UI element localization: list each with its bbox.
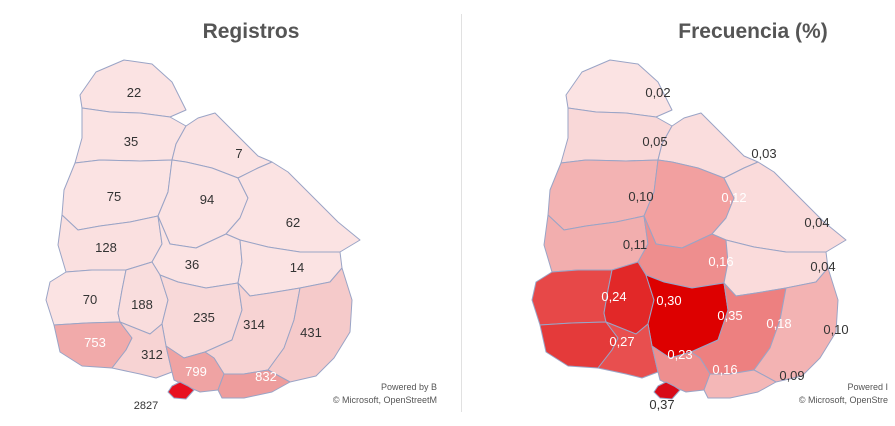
registros-map: 22 35 7 75 94 62 128 36 14 70 188 235 314 431 753 312 79… (45, 59, 437, 412)
region-label-rio-negro: 0,11 (623, 237, 647, 252)
regions-group: 0,02 0,05 0,03 0,10 0,12 0,04 0,11 0,16 0,04 0,24… (531, 59, 849, 412)
region-cerro-largo (225, 161, 361, 253)
region-label-artigas: 0,02 (645, 85, 670, 100)
registros-panel: Registros 22 35 7 75 94 62 128 36 14 70 188 235 314 4… (0, 0, 447, 426)
frecuencia-panel: Frecuencia (%) 0,02 0,05 0,03 0,10 0,12 0,04 0… (448, 0, 895, 426)
attribution-powered-by: Powered by B (381, 382, 437, 392)
attribution-copyright: © Microsoft, OpenStre (799, 395, 888, 405)
region-label-treinta-y-tres: 14 (290, 260, 304, 275)
region-label-salto: 35 (124, 134, 138, 149)
region-label-montevideo: 2827 (134, 400, 158, 412)
region-label-canelones: 0,16 (712, 362, 737, 377)
region-label-lavalleja: 0,18 (766, 316, 791, 331)
region-label-tacuarembo: 0,12 (721, 190, 746, 205)
region-maldonado (703, 369, 777, 399)
region-label-soriano: 70 (83, 292, 97, 307)
region-cerro-largo (711, 161, 847, 253)
registros-title: Registros (202, 20, 300, 43)
region-label-soriano: 0,24 (601, 289, 626, 304)
region-label-salto: 0,05 (642, 134, 667, 149)
region-label-rocha: 0,10 (823, 322, 848, 337)
region-label-cerro-largo: 62 (286, 215, 300, 230)
region-label-durazno: 0,16 (708, 254, 733, 269)
region-label-canelones: 799 (185, 364, 207, 379)
region-label-florida: 0,35 (717, 308, 742, 323)
region-label-tacuarembo: 94 (200, 192, 214, 207)
frecuencia-title: Frecuencia (%) (678, 20, 828, 43)
region-label-lavalleja: 314 (243, 317, 265, 332)
region-montevideo (167, 381, 195, 400)
region-label-rivera: 7 (235, 146, 242, 161)
region-san-jose (597, 321, 659, 379)
region-maldonado (217, 369, 291, 399)
region-label-flores: 188 (131, 297, 153, 312)
region-label-florida: 235 (193, 310, 215, 325)
attribution-copyright: © Microsoft, OpenStreetM (333, 395, 437, 405)
region-label-san-jose: 0,23 (667, 347, 692, 362)
region-label-rio-negro: 128 (95, 240, 117, 255)
region-label-maldonado: 832 (255, 369, 277, 384)
region-san-jose (111, 321, 173, 379)
region-rocha (267, 267, 353, 383)
region-label-cerro-largo: 0,04 (804, 215, 829, 230)
region-label-paysandu: 0,10 (628, 189, 653, 204)
region-rocha (753, 267, 839, 383)
region-label-colonia: 753 (84, 335, 106, 350)
region-label-rivera: 0,03 (751, 146, 776, 161)
region-label-rocha: 431 (300, 325, 322, 340)
region-label-artigas: 22 (127, 85, 141, 100)
region-label-flores: 0,30 (656, 293, 681, 308)
region-label-durazno: 36 (185, 257, 199, 272)
region-label-maldonado: 0,09 (779, 368, 804, 383)
region-label-treinta-y-tres: 0,04 (810, 259, 835, 274)
region-label-montevideo: 0,37 (649, 397, 674, 412)
region-soriano (531, 269, 613, 326)
region-label-san-jose: 312 (141, 347, 163, 362)
regions-group: 22 35 7 75 94 62 128 36 14 70 188 235 314 431 753 312 79… (45, 59, 361, 412)
region-label-colonia: 0,27 (609, 334, 634, 349)
frecuencia-map: 0,02 0,05 0,03 0,10 0,12 0,04 0,11 0,16 0,04 0,24… (531, 59, 888, 412)
region-montevideo (653, 381, 681, 400)
attribution-powered-by: Powered I (847, 382, 888, 392)
region-label-paysandu: 75 (107, 189, 121, 204)
panel-divider (461, 14, 462, 412)
